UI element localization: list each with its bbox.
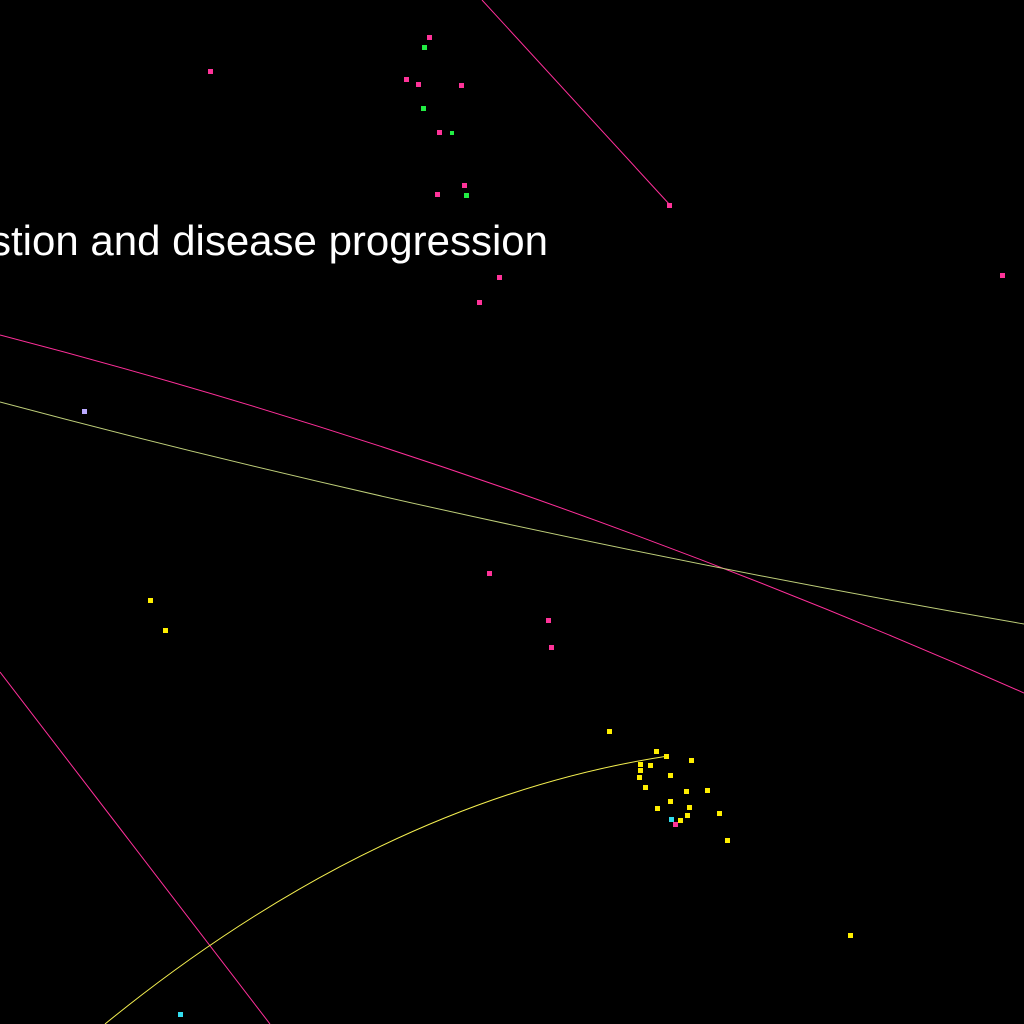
magenta-point (477, 300, 482, 305)
yellow-point (678, 818, 683, 823)
yellow-point (668, 799, 673, 804)
yellow-point (148, 598, 153, 603)
yellow-point (689, 758, 694, 763)
magenta-point (435, 192, 440, 197)
yellow-point (643, 785, 648, 790)
yellow-point (638, 762, 643, 767)
magenta-point (459, 83, 464, 88)
magenta-point (1000, 273, 1005, 278)
yellow-point (687, 805, 692, 810)
cyan-points (178, 817, 674, 1017)
lavender-points (82, 409, 87, 414)
green-point (450, 131, 454, 135)
olive-curve-long (0, 401, 1024, 625)
magenta-point (497, 275, 502, 280)
yellow-point (648, 763, 653, 768)
green-points (421, 45, 469, 198)
magenta-point (549, 645, 554, 650)
magenta-point (437, 130, 442, 135)
title-text: stion and disease progression (0, 217, 548, 264)
magenta-diagonal-line-bottom (0, 671, 271, 1024)
yellow-point (664, 754, 669, 759)
magenta-point (208, 69, 213, 74)
green-point (422, 45, 427, 50)
yellow-point (668, 773, 673, 778)
yellow-point (848, 933, 853, 938)
magenta-point (487, 571, 492, 576)
magenta-points (208, 35, 1005, 827)
magenta-point (673, 822, 678, 827)
magenta-diagonal-line-top (481, 0, 671, 206)
yellow-point (725, 838, 730, 843)
yellow-points (148, 598, 853, 938)
magenta-curve-long (0, 334, 1024, 694)
yellow-curve (104, 755, 669, 1024)
cyan-point (669, 817, 674, 822)
yellow-point (685, 813, 690, 818)
magenta-point (404, 77, 409, 82)
lavender-point (82, 409, 87, 414)
yellow-point (684, 789, 689, 794)
green-point (421, 106, 426, 111)
cyan-point (178, 1012, 183, 1017)
magenta-point (462, 183, 467, 188)
yellow-point (654, 749, 659, 754)
yellow-point (607, 729, 612, 734)
yellow-point (163, 628, 168, 633)
green-point (464, 193, 469, 198)
magenta-point (667, 203, 672, 208)
yellow-point (717, 811, 722, 816)
magenta-point (427, 35, 432, 40)
magenta-point (416, 82, 421, 87)
magenta-point (546, 618, 551, 623)
yellow-point (638, 768, 643, 773)
yellow-point (637, 775, 642, 780)
yellow-point (705, 788, 710, 793)
yellow-point (655, 806, 660, 811)
